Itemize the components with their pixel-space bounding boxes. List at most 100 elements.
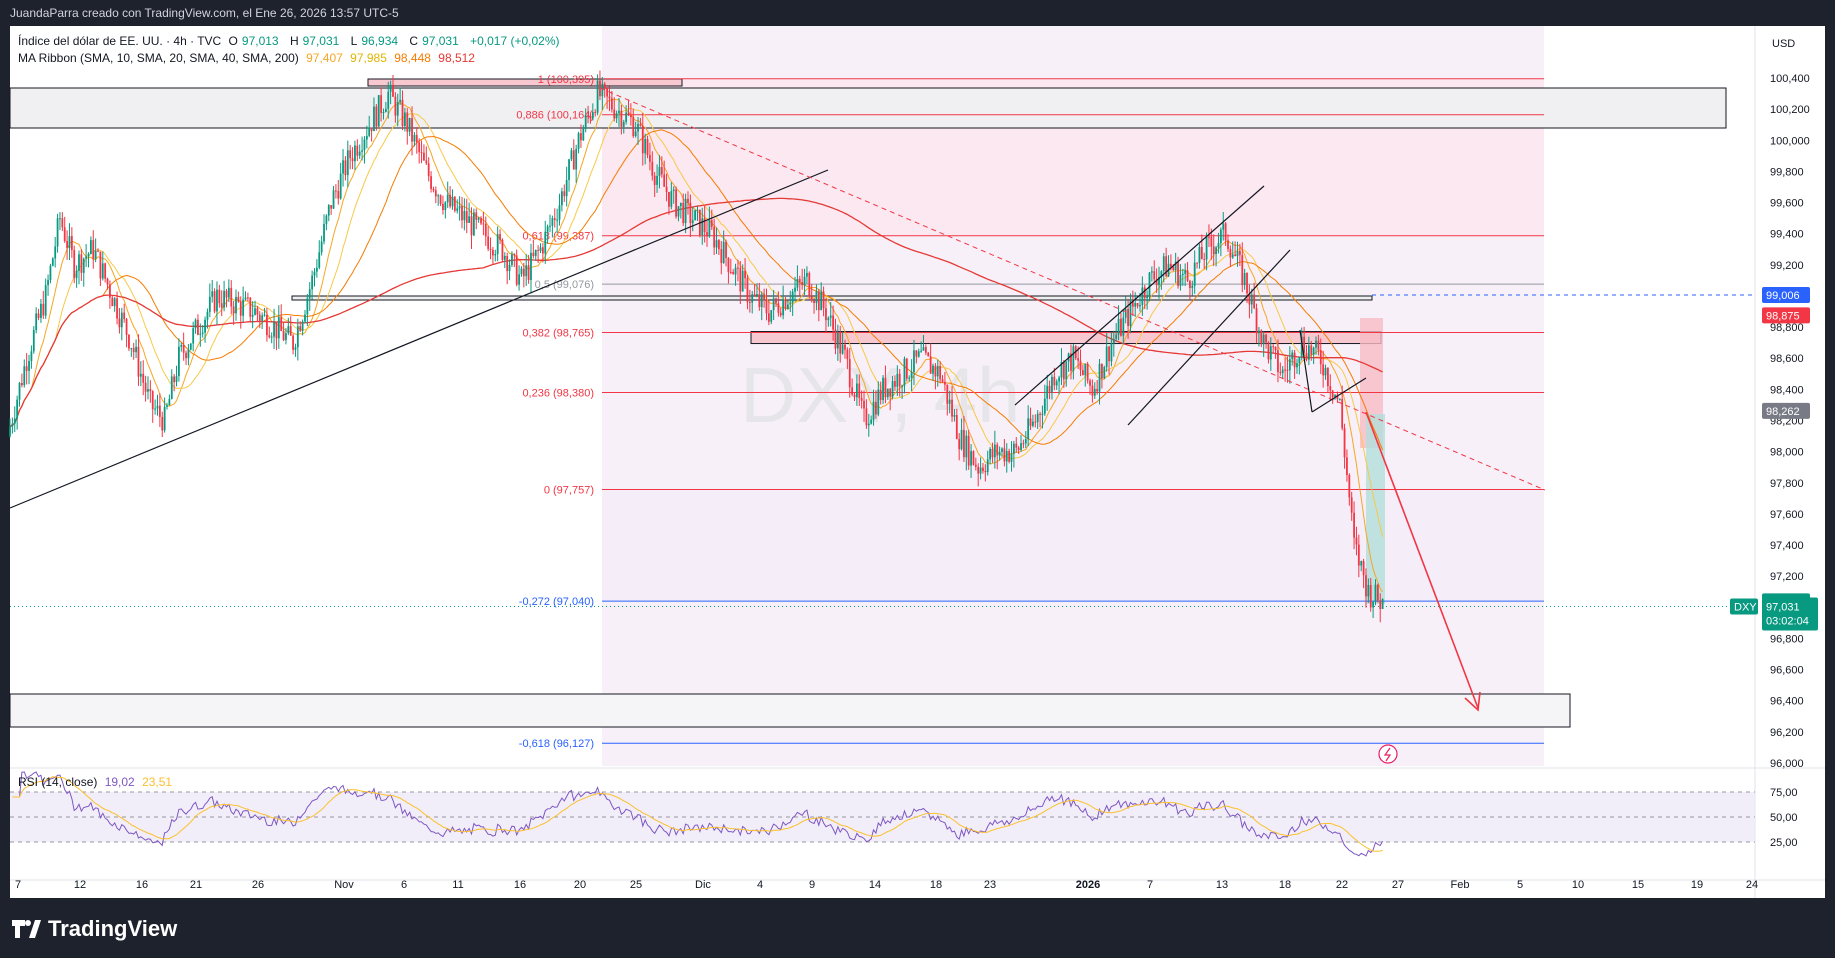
candle-body bbox=[1236, 250, 1239, 257]
candle-body bbox=[1110, 343, 1113, 362]
currency-label[interactable]: USD bbox=[1772, 38, 1796, 50]
candle-body bbox=[175, 376, 178, 383]
candle-body bbox=[192, 328, 195, 344]
candle-body bbox=[59, 218, 61, 220]
candle-body bbox=[1348, 475, 1351, 498]
candle-body bbox=[620, 110, 623, 127]
candle-body bbox=[470, 216, 473, 236]
candle-body bbox=[42, 303, 45, 316]
candle-body bbox=[1055, 381, 1058, 386]
candle-body bbox=[670, 191, 673, 207]
candle-body bbox=[894, 381, 896, 387]
time-tick-label: Feb bbox=[1451, 879, 1470, 891]
candle-body bbox=[132, 348, 135, 353]
candle-body bbox=[204, 319, 206, 333]
candle-body bbox=[553, 218, 556, 221]
tradingview-logo[interactable]: TradingView bbox=[12, 916, 177, 942]
candle-body bbox=[936, 366, 939, 377]
candle-body bbox=[1120, 318, 1122, 336]
candle-body bbox=[251, 314, 254, 317]
candle-body bbox=[1260, 330, 1263, 345]
candle-body bbox=[663, 174, 666, 187]
candle-body bbox=[1200, 246, 1203, 260]
symbol-legend[interactable]: Índice del dólar de EE. UU. · 4h · TVC O… bbox=[18, 34, 560, 48]
candle-body bbox=[753, 294, 756, 296]
candle-body bbox=[608, 96, 611, 99]
candle-body bbox=[147, 389, 149, 392]
projection-arrow-line bbox=[1365, 411, 1479, 709]
candle-body bbox=[1169, 263, 1172, 267]
candle-body bbox=[1246, 273, 1248, 294]
rsi-legend[interactable]: RSI (14, close) 19,02 23,51 bbox=[18, 775, 176, 789]
candle-body bbox=[144, 382, 147, 392]
candle-body bbox=[710, 219, 713, 227]
candle-body bbox=[1322, 364, 1325, 376]
candle-body bbox=[789, 302, 792, 305]
candle-body bbox=[1293, 352, 1296, 368]
candle-body bbox=[1267, 342, 1270, 360]
time-tick-label: 15 bbox=[1632, 879, 1644, 891]
rsi-ma-line bbox=[12, 776, 1383, 852]
candle-body bbox=[708, 219, 711, 237]
candle-body bbox=[701, 218, 704, 236]
price-tick-label: 100,200 bbox=[1770, 104, 1810, 116]
candle-body bbox=[905, 358, 908, 379]
candle-body bbox=[625, 112, 628, 122]
candle-body bbox=[944, 381, 946, 385]
attribution-text: JuandaParra creado con TradingView.com, … bbox=[10, 6, 399, 20]
ma-ribbon-legend[interactable]: MA Ribbon (SMA, 10, SMA, 20, SMA, 40, SM… bbox=[18, 51, 479, 65]
candle-body bbox=[1360, 561, 1363, 566]
candle-body bbox=[615, 113, 618, 119]
candle-body bbox=[1108, 346, 1110, 362]
candle-body bbox=[998, 451, 1001, 456]
candle-body bbox=[1303, 336, 1306, 353]
candle-body bbox=[870, 419, 873, 424]
candle-body bbox=[92, 240, 95, 259]
candle-body bbox=[1051, 376, 1053, 392]
candle-body bbox=[920, 350, 923, 352]
candle-body bbox=[120, 312, 123, 328]
candle-body bbox=[1160, 271, 1163, 278]
lightning-glyph bbox=[1383, 747, 1392, 762]
candle-body bbox=[494, 254, 497, 256]
candle-body bbox=[817, 291, 820, 311]
candle-body bbox=[679, 202, 682, 207]
candle-body bbox=[156, 405, 159, 409]
candle-body bbox=[1046, 385, 1049, 399]
candle-body bbox=[1341, 399, 1344, 429]
event-lightning-icon bbox=[1378, 744, 1398, 764]
price-tick-label: 96,000 bbox=[1770, 758, 1804, 770]
candle-body bbox=[394, 96, 397, 116]
price-tick-label: 98,400 bbox=[1770, 384, 1804, 396]
open-value: 97,013 bbox=[241, 34, 279, 48]
candle-body bbox=[82, 258, 85, 273]
candle-body bbox=[199, 333, 202, 335]
high-value: 97,031 bbox=[302, 34, 340, 48]
candle-body bbox=[518, 274, 520, 285]
candle-body bbox=[301, 321, 304, 331]
price-tick-label: 98,000 bbox=[1770, 447, 1804, 459]
candle-body bbox=[158, 405, 161, 417]
time-tick-label: 14 bbox=[869, 879, 881, 891]
candle-body bbox=[94, 250, 97, 259]
candle-body bbox=[1227, 240, 1229, 249]
candle-body bbox=[1272, 346, 1275, 348]
candle-body bbox=[1065, 361, 1068, 380]
candle-body bbox=[694, 210, 697, 221]
candle-body bbox=[808, 272, 811, 297]
time-tick-label: 11 bbox=[452, 879, 463, 891]
candle-body bbox=[582, 128, 585, 141]
time-tick-label: 9 bbox=[809, 879, 815, 891]
candle-body bbox=[827, 317, 830, 321]
candle-body bbox=[572, 150, 575, 170]
candle-body bbox=[584, 115, 587, 129]
candle-body bbox=[1098, 363, 1101, 392]
time-tick-label: 18 bbox=[930, 879, 942, 891]
candle-body bbox=[884, 377, 887, 398]
fib-label: 0,5 (99,076) bbox=[535, 279, 594, 291]
candle-body bbox=[855, 383, 858, 398]
candle-body bbox=[1381, 599, 1384, 609]
candle-body bbox=[832, 315, 834, 330]
candle-body bbox=[658, 166, 661, 176]
